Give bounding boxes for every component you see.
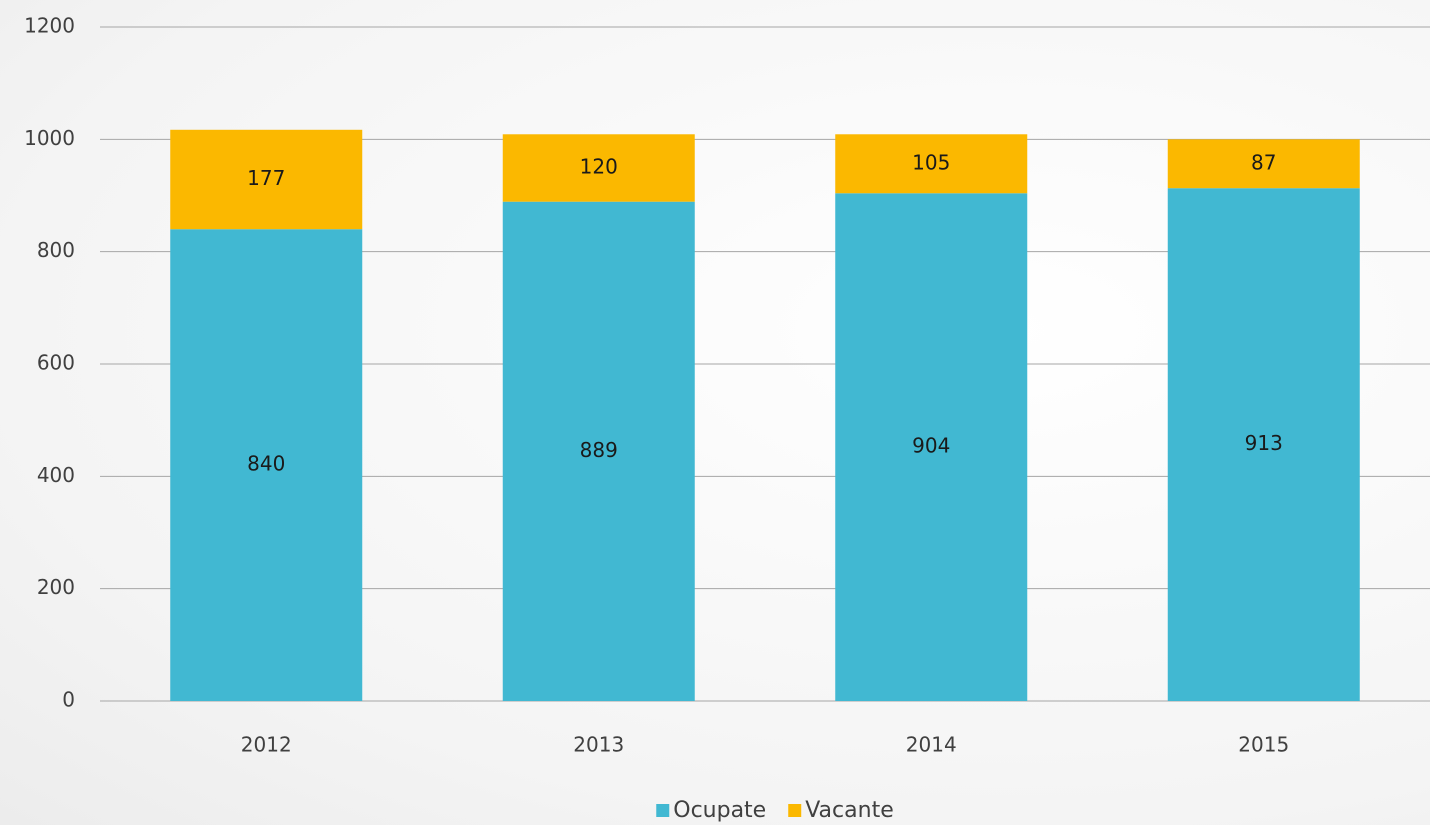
data-label: 913 bbox=[1245, 431, 1283, 455]
data-label: 105 bbox=[912, 150, 950, 174]
y-tick-label: 400 bbox=[37, 463, 75, 487]
data-label: 889 bbox=[580, 438, 618, 462]
bar-segment bbox=[170, 229, 363, 701]
y-tick-label: 0 bbox=[62, 688, 75, 712]
bar-segment bbox=[1167, 188, 1360, 701]
data-label: 87 bbox=[1251, 150, 1276, 174]
x-tick-label: 2013 bbox=[573, 733, 624, 757]
y-tick-label: 200 bbox=[37, 575, 75, 599]
y-tick-label: 800 bbox=[37, 238, 75, 262]
bar-segment bbox=[170, 129, 363, 230]
bar-segment bbox=[502, 201, 695, 701]
data-label: 120 bbox=[580, 154, 618, 178]
x-tick-label: 2015 bbox=[1238, 733, 1289, 757]
y-tick-label: 1000 bbox=[24, 126, 75, 150]
data-label: 177 bbox=[247, 166, 285, 190]
bar-segment bbox=[502, 134, 695, 202]
legend-swatch bbox=[788, 804, 802, 817]
bar-segment bbox=[1167, 139, 1360, 189]
y-tick-label: 1200 bbox=[24, 14, 75, 38]
legend-swatch bbox=[656, 804, 670, 817]
bar-segment bbox=[835, 193, 1028, 701]
data-label: 840 bbox=[247, 452, 285, 476]
x-tick-label: 2014 bbox=[906, 733, 957, 757]
x-tick-label: 2012 bbox=[241, 733, 292, 757]
legend-label: Vacante bbox=[805, 798, 894, 823]
data-label: 904 bbox=[912, 434, 950, 458]
legend-label: Ocupate bbox=[673, 798, 766, 823]
y-tick-label: 600 bbox=[37, 351, 75, 375]
bar-segment bbox=[835, 134, 1028, 194]
